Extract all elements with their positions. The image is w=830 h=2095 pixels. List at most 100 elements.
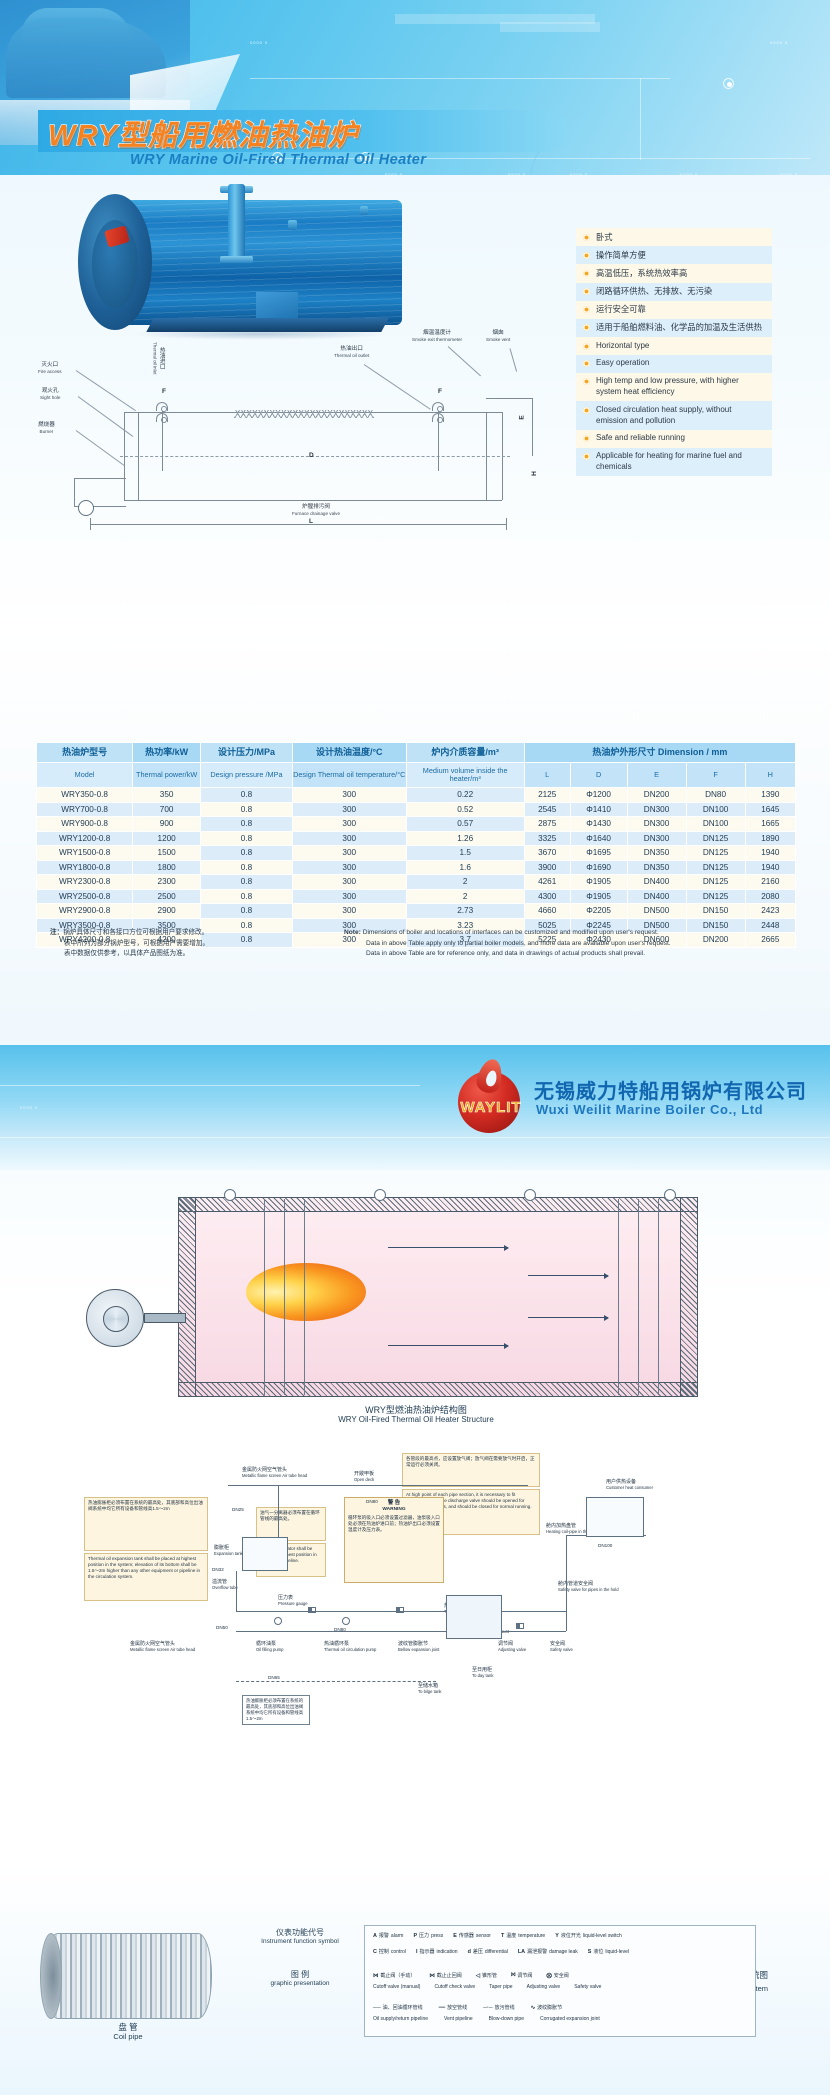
- hero-node-3: [723, 78, 734, 89]
- dim-tick-L-left: [90, 518, 91, 530]
- note-cn-text-1: 锅炉具体尺寸和各接口方位可根据用户要求修改。: [63, 929, 209, 936]
- table-cell-model: WRY2300-0.8: [35, 874, 134, 890]
- table-cell-F: DN200: [685, 932, 746, 948]
- table-cell-power: 1500: [132, 845, 202, 861]
- legend-box: A 报警 alarm P 压力 press E 传感器 sensor T 温度: [364, 1925, 756, 2037]
- table-cell-D: Φ2245: [569, 917, 628, 933]
- table-cell-power: 1200: [132, 830, 202, 846]
- gfx-icon-vent-line: ┄┄: [438, 2004, 446, 2011]
- tag-cn: 压力表: [278, 1595, 294, 1601]
- table-cell-temp: 300: [291, 816, 407, 832]
- company-name-en: Wuxi Weilit Marine Boiler Co., Ltd: [536, 1102, 764, 1117]
- table-cell-model: WRY2500-0.8: [35, 888, 134, 904]
- drawing-burner-bottom: [74, 506, 126, 507]
- table-cell-volume: 2.73: [405, 903, 525, 919]
- structure-coil-5: [638, 1199, 639, 1395]
- legend-gfx-corrugated: ∿ 波纹膨胀节: [530, 2004, 563, 2012]
- table-cell-D: Φ1695: [569, 845, 628, 861]
- table-cell-L: 2125: [523, 787, 571, 803]
- table-cell-H: 2665: [744, 932, 797, 948]
- feature-en-3: High temp and low pressure, with higher …: [576, 372, 772, 402]
- bullet-icon: [583, 306, 590, 314]
- drawing-coil-band: [234, 410, 374, 418]
- feature-cn-4: 闭路循环供热、无排放、无污染: [576, 282, 772, 301]
- tag-en: Bellow expansion joint: [398, 1647, 440, 1653]
- sym: Y: [555, 1932, 559, 1939]
- gfx-cn: 波纹膨胀节: [537, 2005, 563, 2011]
- legend-gfx-supply-return: ── 油、回油循环管线: [373, 2004, 423, 2012]
- title-pill: [38, 110, 568, 152]
- gfx-cn: 油、回油循环管线: [382, 2005, 423, 2011]
- table-row: WRY1500-0.8 1500 0.8 300 1.5 3670 Φ1695 DN350 DN…: [35, 845, 797, 861]
- table-cell-E: DN350: [626, 859, 687, 875]
- legend-gfx2-en-2: Vent pipeline: [444, 2016, 473, 2022]
- note-label: 热油膨胀柜必须布置在系统的最高处，其底部和高位出油阀系统中均它所有设备和管线高1…: [246, 1698, 304, 1721]
- th-pressure-cn: 设计压力/MPa: [200, 742, 293, 763]
- label-cn: 燃烧器: [38, 422, 55, 428]
- table-cell-model: WRY900-0.8: [35, 816, 134, 832]
- table-cell-D: Φ1200: [569, 787, 628, 803]
- sym: I: [415, 1948, 418, 1955]
- legend-gfx-en-3: Taper pipe: [489, 1984, 513, 1990]
- gfx-icon-corrugated-joint: ∿: [530, 2004, 536, 2011]
- feature-en-1: Horizontal type: [576, 337, 772, 355]
- table-cell-temp: 300: [291, 859, 407, 875]
- legend-gfx2-en-3: Blow-down pipe: [488, 2016, 524, 2022]
- table-cell-volume: 1.6: [405, 859, 525, 875]
- sym-en: press: [431, 1932, 444, 1939]
- dim-D: D: [309, 452, 314, 459]
- expansion-tank-note-cn: 热油膨胀柜必须布置在系统的最高处，其底部和高位出油阀系统中均它所有设备和管线高1…: [242, 1695, 310, 1725]
- sym-cn: 温度: [506, 1933, 517, 1939]
- legend-title-en: Instrument function symbol: [261, 1938, 339, 1945]
- structure-coil-1: [264, 1199, 265, 1395]
- legend-sym-Y: Y 液位开光 liquid-level switch: [555, 1932, 622, 1940]
- legend-gfx-en-4: Adjusting valve: [526, 1984, 561, 1990]
- boiler-base-plate: [146, 318, 389, 332]
- tag-cn: 溢流管: [212, 1579, 228, 1585]
- legend-sym-d: d 差压 differential: [468, 1948, 508, 1956]
- coil-caption-en: Coil pipe: [113, 2032, 143, 2041]
- notes-cn: 注：锅炉具体尺寸和各接口方位可根据用户要求修改。 表中所列为部分锅炉型号，可根据…: [50, 928, 318, 960]
- sym-en: temperature: [518, 1932, 546, 1939]
- dim-E: E: [518, 415, 526, 420]
- feature-label: 适用于船舶燃料油、化学品的加温及生活供热: [596, 322, 762, 333]
- dim-L: L: [309, 518, 313, 525]
- table-cell-L: 4261: [523, 874, 571, 890]
- table-cell-power: 350: [132, 787, 202, 803]
- table-cell-H: 2160: [744, 874, 797, 890]
- label-en: Smoke vent: [486, 336, 511, 342]
- legend-graphic-row-1-en: Cutoff valve (manual) Cutoff check valve…: [373, 1984, 601, 1990]
- pump-1-icon: [274, 1617, 282, 1625]
- hero-code-3: 0000 0: [508, 172, 527, 175]
- table-cell-D: Φ2430: [569, 932, 628, 948]
- tag-open-deck: 开敞甲板 Open deck: [354, 1471, 374, 1483]
- table-cell-L: 5225: [523, 932, 571, 948]
- label-furnace-drainage-valve: 炉膛排污阀 Furnace drainage valve: [292, 504, 340, 517]
- table-cell-model: WRY1800-0.8: [35, 859, 134, 875]
- table-cell-power: 2900: [132, 903, 202, 919]
- pipe-code-6: DN80: [366, 1499, 378, 1504]
- table-notes: 注：锅炉具体尺寸和各接口方位可根据用户要求修改。 表中所列为部分锅炉型号，可根据…: [50, 928, 796, 960]
- table-row: WRY2500-0.8 2500 0.8 300 2 4300 Φ1905 DN400 DN12…: [35, 888, 797, 904]
- table-cell-volume: 1.26: [405, 830, 525, 846]
- gfx-cn: 截止止回阀: [436, 1973, 462, 1979]
- table-row: WRY700-0.8 700 0.8 300 0.52 2545 Φ1410 DN300 DN1…: [35, 801, 797, 817]
- tag-cn: 舱内加热盘管: [546, 1523, 577, 1529]
- label-thermal-oil-outlet: 热油出口 Thermal oil outlet: [334, 346, 369, 359]
- feature-label: 高温低压，系统热效率高: [596, 267, 688, 278]
- tag-en: Thermal oil circulation pump: [324, 1647, 377, 1653]
- table-cell-E: DN300: [626, 801, 687, 817]
- pipe-tank-down: [236, 1571, 237, 1611]
- tag-cn: 至储水箱: [418, 1683, 439, 1689]
- sym-cn: 指示器: [419, 1949, 435, 1955]
- warning-body-cn: 循环泵的吸入口必须设置过滤器，油泵吸入口处必须在热油炉进口前；热油炉出口必须设置…: [348, 1515, 440, 1533]
- structure-coil-6: [658, 1199, 659, 1395]
- table-cell-pressure: 0.8: [200, 859, 293, 875]
- legend-symbol-row-1: A 报警 alarm P 压力 press E 传感器 sensor T 温度: [373, 1932, 622, 1940]
- drawing-saddle-1: [156, 402, 168, 412]
- gfx-icon-blowdown-line: ─·─: [483, 2004, 493, 2011]
- drawing-outline-bottom: [124, 500, 502, 501]
- structure-port-4: [664, 1189, 676, 1201]
- note-cn-1: 注：锅炉具体尺寸和各接口方位可根据用户要求修改。: [50, 928, 318, 939]
- legend-gfx-adjusting-valve: ⨝ 调节阀: [511, 1972, 532, 1979]
